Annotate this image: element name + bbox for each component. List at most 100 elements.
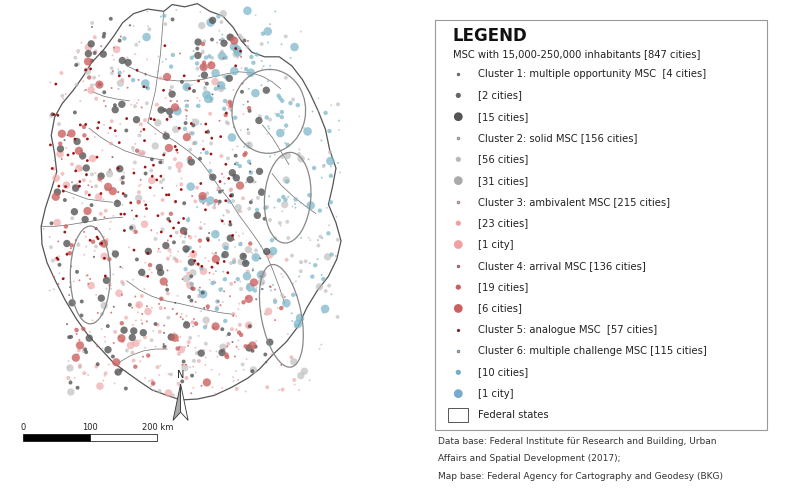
Point [218, 180, 231, 188]
Point [227, 86, 239, 94]
Point [188, 139, 200, 147]
Point [137, 271, 150, 279]
Point [312, 242, 325, 249]
Point [452, 70, 465, 78]
Point [276, 207, 289, 215]
Point [182, 270, 195, 278]
Point [314, 233, 327, 241]
Point [217, 54, 230, 62]
Point [211, 297, 224, 305]
Point [212, 297, 225, 305]
Point [107, 270, 119, 278]
Point [261, 383, 273, 391]
Point [272, 304, 284, 312]
Point [195, 22, 208, 30]
Point [158, 12, 170, 20]
Point [452, 326, 465, 334]
Point [452, 304, 465, 312]
Point [200, 128, 213, 136]
Point [315, 341, 327, 349]
Point [189, 298, 202, 306]
Point [247, 59, 260, 67]
Point [109, 328, 122, 336]
Point [46, 257, 59, 265]
Point [71, 137, 83, 145]
Point [146, 377, 159, 385]
Point [72, 346, 85, 354]
Point [74, 178, 86, 186]
Point [129, 50, 141, 58]
Point [81, 135, 93, 143]
Point [246, 265, 259, 273]
Point [136, 310, 148, 318]
Point [220, 54, 232, 62]
Point [182, 338, 195, 346]
Point [250, 343, 262, 351]
Point [154, 362, 166, 370]
Point [71, 60, 84, 68]
Point [155, 304, 167, 312]
Point [81, 157, 93, 165]
Point [68, 278, 80, 286]
Point [74, 363, 86, 370]
Point [179, 364, 192, 371]
Point [102, 129, 115, 137]
Point [172, 247, 184, 255]
Point [93, 81, 106, 88]
Point [114, 79, 126, 87]
Point [203, 276, 216, 284]
Point [261, 114, 273, 122]
Point [174, 232, 187, 240]
Point [149, 130, 162, 138]
Point [118, 326, 130, 334]
Point [218, 257, 231, 265]
Point [243, 140, 255, 148]
Point [211, 39, 224, 46]
Point [75, 39, 88, 46]
Point [76, 152, 89, 160]
Point [89, 49, 101, 57]
Point [274, 94, 287, 102]
Point [155, 295, 167, 303]
Point [148, 192, 161, 200]
Point [286, 309, 298, 317]
Point [191, 184, 203, 192]
Point [78, 369, 90, 377]
Point [227, 373, 239, 381]
Point [224, 191, 236, 199]
Point [452, 219, 465, 227]
Point [238, 151, 250, 159]
Point [255, 40, 268, 48]
Point [113, 289, 126, 297]
Point [156, 158, 169, 166]
Point [213, 27, 225, 35]
Point [258, 215, 271, 223]
Point [86, 23, 98, 31]
Point [220, 39, 232, 46]
Point [202, 235, 214, 243]
Point [229, 152, 242, 160]
Point [115, 175, 128, 183]
Point [189, 139, 202, 147]
Point [216, 170, 228, 178]
Point [236, 88, 248, 96]
Point [228, 352, 241, 360]
Point [116, 76, 129, 84]
Point [189, 369, 202, 376]
Point [255, 271, 268, 279]
Point [222, 197, 235, 205]
Point [452, 113, 465, 121]
Point [69, 184, 82, 192]
Point [95, 178, 108, 186]
Point [186, 192, 199, 200]
Point [75, 155, 88, 163]
Point [58, 136, 71, 144]
Point [59, 228, 71, 236]
Point [115, 291, 128, 299]
Point [162, 191, 175, 199]
Point [108, 303, 120, 311]
Point [164, 248, 177, 256]
Point [123, 301, 136, 309]
Point [133, 301, 145, 309]
Point [181, 158, 194, 166]
